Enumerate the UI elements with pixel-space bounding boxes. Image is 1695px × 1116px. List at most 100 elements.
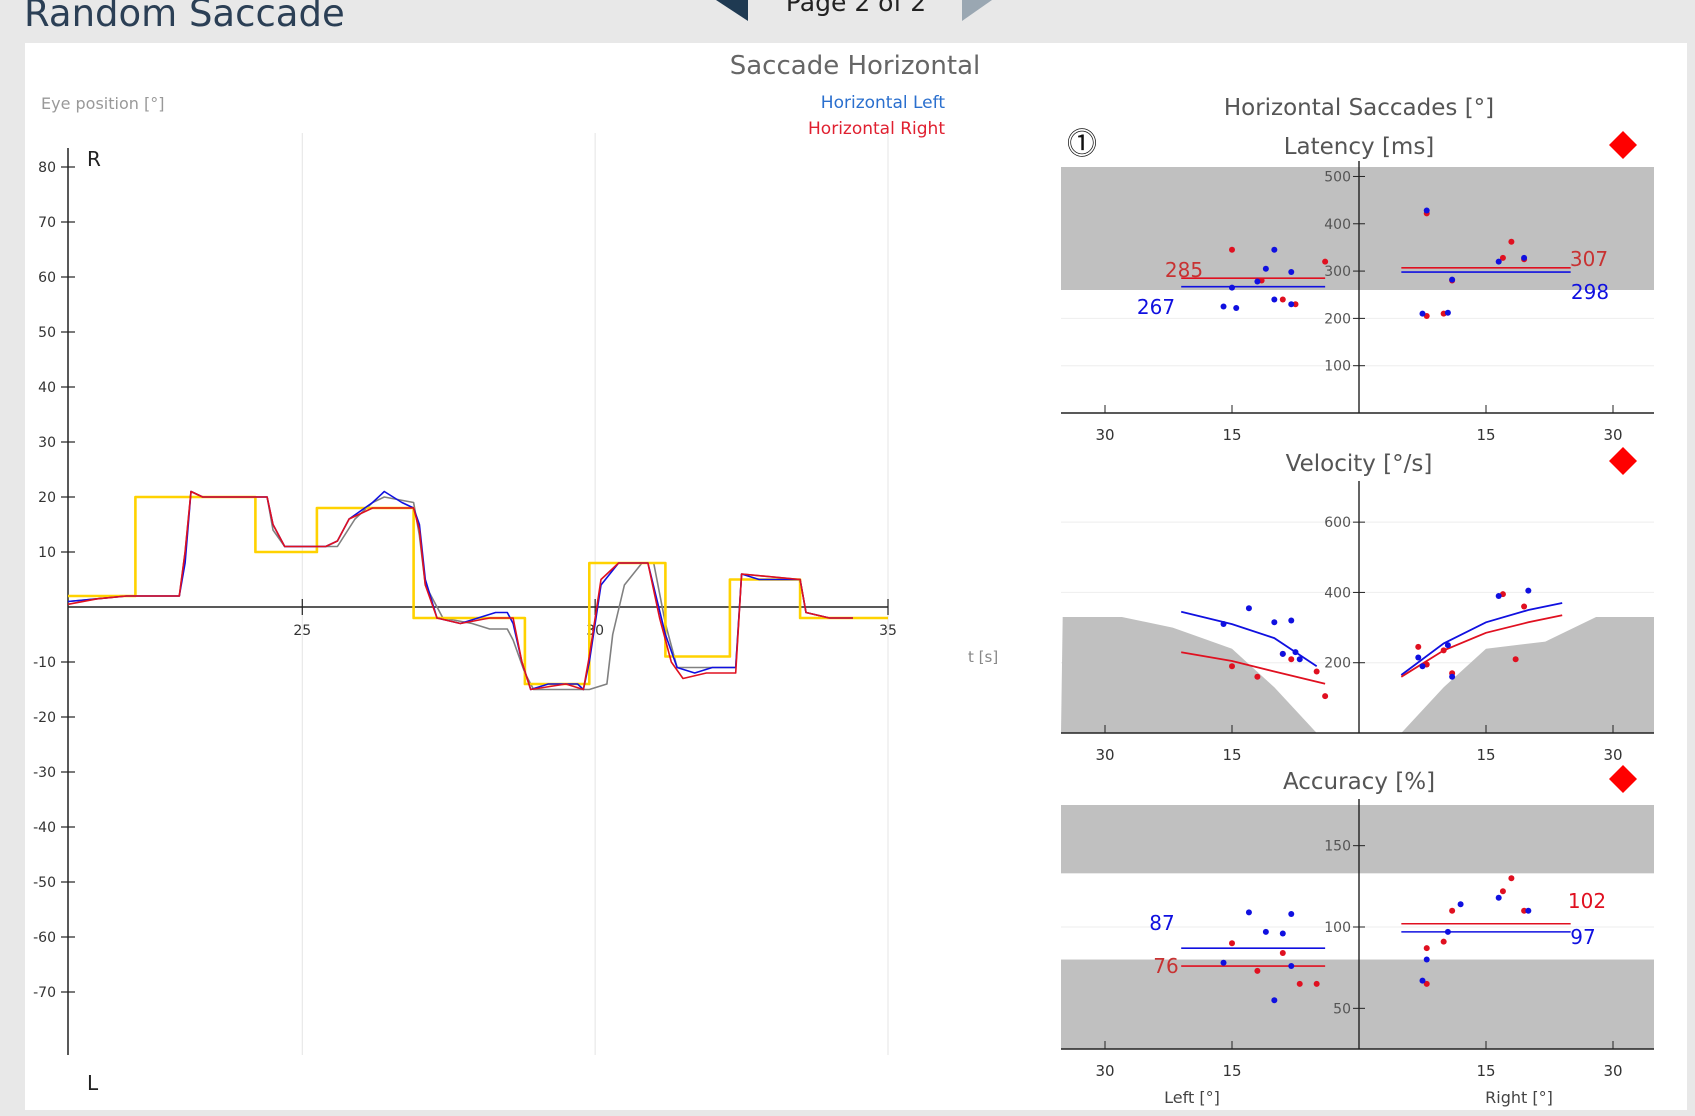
red-point xyxy=(1292,301,1299,308)
y-tick-label: -60 xyxy=(33,930,56,946)
prev-page-icon[interactable] xyxy=(716,0,748,21)
norm-band xyxy=(1061,167,1654,290)
norm-band-bottom xyxy=(1061,959,1654,1049)
accuracy-alert-icon[interactable] xyxy=(1609,765,1637,793)
report-panel: Saccade Horizontal Eye position [°] Hori… xyxy=(25,43,1687,1110)
y-tick-label: -10 xyxy=(33,655,56,671)
y-tick-label: -20 xyxy=(33,710,56,726)
main-axis-ticks: 80 70 60 50 40 30 20 10 -10 -20 -30 -40 -50 -60 -70 25 3… xyxy=(33,148,897,1055)
y-tick-label: 500 xyxy=(1324,169,1351,185)
blue-point xyxy=(1444,928,1451,935)
y-tick-label: -50 xyxy=(33,875,56,891)
latency-mean-left-red: 285 xyxy=(1165,258,1203,282)
y-tick-label: 200 xyxy=(1324,656,1351,672)
blue-point xyxy=(1279,930,1286,937)
blue-point xyxy=(1288,910,1295,917)
accuracy-title: Accuracy [%] xyxy=(1283,769,1435,795)
series-target xyxy=(68,495,888,686)
blue-point xyxy=(1444,309,1451,316)
blue-point xyxy=(1449,276,1456,283)
blue-point xyxy=(1444,642,1451,649)
latency-mean-right-blue: 298 xyxy=(1571,280,1609,304)
blue-point xyxy=(1419,663,1426,670)
y-tick-label: 200 xyxy=(1324,311,1351,327)
pager: Page 2 of 2 xyxy=(716,0,992,21)
red-point xyxy=(1296,980,1303,987)
blue-point xyxy=(1495,258,1502,265)
bottom-label-l: L xyxy=(87,1071,99,1095)
red-point xyxy=(1508,238,1515,245)
main-grid xyxy=(301,133,889,1055)
x-tick-label: 30 xyxy=(1095,426,1114,444)
blue-point xyxy=(1233,304,1240,311)
red-point xyxy=(1254,967,1261,974)
y-tick-label: 400 xyxy=(1324,217,1351,233)
red-point xyxy=(1229,246,1235,253)
legend-right: Horizontal Right xyxy=(808,119,945,139)
x-tick-label: 15 xyxy=(1222,746,1241,764)
blue-point xyxy=(1271,246,1278,253)
blue-point xyxy=(1279,650,1286,657)
y-tick-label: 100 xyxy=(1324,920,1351,936)
blue-point xyxy=(1419,977,1426,984)
red-point xyxy=(1440,647,1447,654)
red-point xyxy=(1322,693,1329,700)
blue-point xyxy=(1262,265,1269,272)
y-tick-label: 40 xyxy=(38,380,56,396)
accuracy-mean-left-red: 76 xyxy=(1153,954,1178,978)
y-tick-label: 600 xyxy=(1324,515,1351,531)
y-tick-label: 50 xyxy=(1333,1001,1351,1017)
blue-point xyxy=(1271,997,1278,1004)
accuracy-mean-right-blue: 97 xyxy=(1570,925,1595,949)
latency-alert-icon[interactable] xyxy=(1609,131,1637,159)
blue-point xyxy=(1419,310,1426,317)
blue-point xyxy=(1271,296,1278,303)
alert-icons xyxy=(1609,131,1637,793)
blue-point xyxy=(1296,656,1303,663)
y-tick-label: 300 xyxy=(1324,264,1351,280)
red-point xyxy=(1279,950,1286,957)
blue-point xyxy=(1220,959,1227,966)
x-tick-label: 15 xyxy=(1476,1062,1495,1080)
velocity-title: Velocity [°/s] xyxy=(1286,451,1433,477)
x-tick-label: 15 xyxy=(1222,1062,1241,1080)
x-label-left: Left [°] xyxy=(1164,1088,1220,1107)
blue-point xyxy=(1521,254,1528,261)
blue-point xyxy=(1288,301,1295,308)
main-chart-title: Saccade Horizontal xyxy=(730,51,980,81)
blue-point xyxy=(1423,207,1430,214)
blue-point xyxy=(1525,907,1532,914)
red-point xyxy=(1322,258,1329,265)
blue-point xyxy=(1271,619,1278,626)
fit-red-fit-right xyxy=(1400,614,1563,678)
pager-label: Page 2 of 2 xyxy=(785,0,927,17)
velocity-alert-icon[interactable] xyxy=(1609,447,1637,475)
blue-point xyxy=(1457,901,1464,908)
x-tick-label: 15 xyxy=(1222,426,1241,444)
series-horizontal-right xyxy=(67,490,853,691)
x-tick-label: 15 xyxy=(1476,746,1495,764)
norm-band-right xyxy=(1401,617,1654,733)
red-point xyxy=(1254,673,1261,680)
x-tick-label: 30 xyxy=(1603,1062,1622,1080)
latency-mean-right-red: 307 xyxy=(1570,247,1608,271)
blue-point xyxy=(1220,621,1227,628)
blue-point xyxy=(1415,654,1422,661)
right-panel-title: Horizontal Saccades [°] xyxy=(1224,95,1494,121)
page-title: Random Saccade xyxy=(24,0,345,35)
blue-point xyxy=(1292,649,1299,656)
y-tick-label: 10 xyxy=(38,545,56,561)
red-point xyxy=(1229,663,1235,670)
x-tick-label: 25 xyxy=(293,623,311,639)
latency-title: Latency [ms] xyxy=(1284,134,1435,160)
accuracy-mean-right-red: 102 xyxy=(1568,889,1606,913)
red-point xyxy=(1521,603,1528,610)
next-page-icon[interactable] xyxy=(962,0,992,21)
info-badge[interactable]: ⓵ xyxy=(1067,127,1097,162)
red-point xyxy=(1415,643,1422,650)
red-point xyxy=(1440,938,1447,945)
red-point xyxy=(1449,907,1456,914)
y-tick-label: 50 xyxy=(38,325,56,341)
blue-point xyxy=(1495,592,1502,599)
x-tick-label: 35 xyxy=(879,623,897,639)
